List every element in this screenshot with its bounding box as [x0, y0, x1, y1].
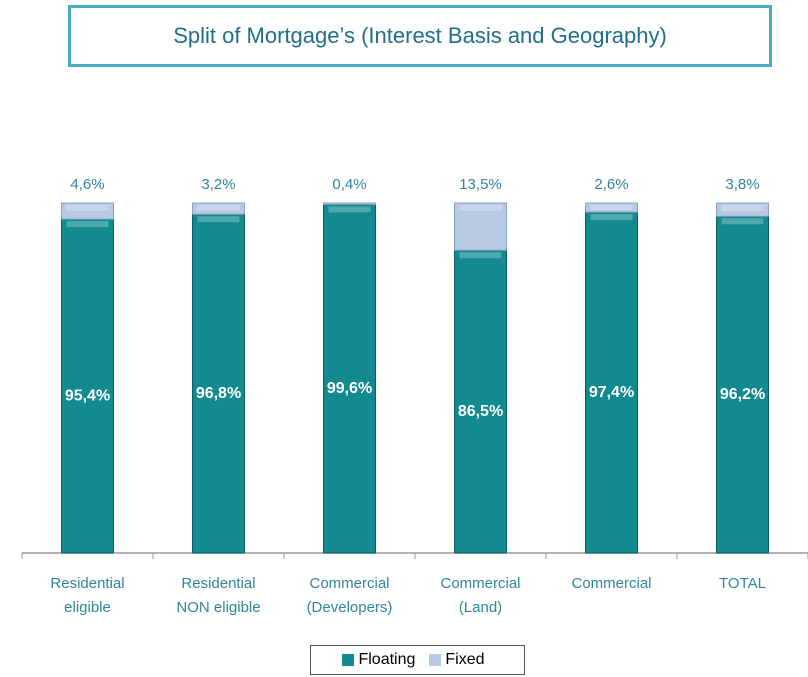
data-label: 95,4%	[65, 387, 110, 404]
data-label: 3,8%	[725, 176, 759, 193]
bar-segment	[61, 202, 114, 220]
data-label: 13,5%	[459, 176, 502, 193]
bar-highlight	[459, 252, 502, 259]
data-label: 2,6%	[594, 176, 628, 193]
bar-highlight	[459, 205, 502, 211]
bar-segment	[323, 203, 376, 554]
bar-highlight	[66, 205, 109, 211]
data-label: 0,4%	[332, 176, 366, 193]
x-tick-label: Commercial (Land)	[440, 575, 521, 616]
x-tick-label: Commercial	[571, 575, 652, 592]
x-tick-label: Commercial (Developers)	[306, 575, 393, 616]
bar-segment	[192, 202, 245, 215]
legend-label: Fixed	[445, 651, 485, 668]
legend-label: Floating	[358, 651, 416, 668]
bar-highlight	[590, 205, 633, 211]
bar-segment	[323, 202, 376, 205]
bar-highlight	[328, 206, 371, 213]
bar-highlight	[590, 214, 633, 221]
bar-highlight	[66, 221, 109, 228]
data-label: 3,2%	[201, 176, 235, 193]
legend-item: Floating	[342, 651, 415, 669]
bar-segment	[585, 202, 638, 213]
legend-item: Fixed	[429, 651, 485, 669]
bar-segment	[716, 215, 769, 554]
data-label: 4,6%	[70, 176, 104, 193]
data-label: 86,5%	[458, 403, 503, 420]
x-tick-label: Residential eligible	[50, 575, 125, 616]
legend-swatch	[342, 654, 355, 666]
bar-segment	[192, 213, 245, 554]
bar-segment	[454, 202, 507, 251]
bar-highlight	[721, 218, 764, 225]
chart-title: Split of Mortgage’s (Interest Basis and …	[68, 5, 772, 67]
bar-segment	[716, 202, 769, 217]
data-label: 96,2%	[720, 386, 765, 403]
legend: Floating Fixed	[310, 645, 525, 675]
bar-segment	[61, 218, 114, 554]
bar-highlight	[721, 205, 764, 211]
bar-highlight	[197, 216, 240, 223]
x-tick-label: Residential NON eligible	[176, 575, 261, 616]
x-tick-label: TOTAL	[719, 575, 766, 592]
data-label: 99,6%	[327, 380, 372, 397]
bar-segment	[454, 249, 507, 554]
data-label: 96,8%	[196, 385, 241, 402]
legend-swatch	[429, 654, 442, 666]
data-label: 97,4%	[589, 384, 634, 401]
bar-highlight	[197, 205, 240, 211]
bar-segment	[585, 211, 638, 554]
